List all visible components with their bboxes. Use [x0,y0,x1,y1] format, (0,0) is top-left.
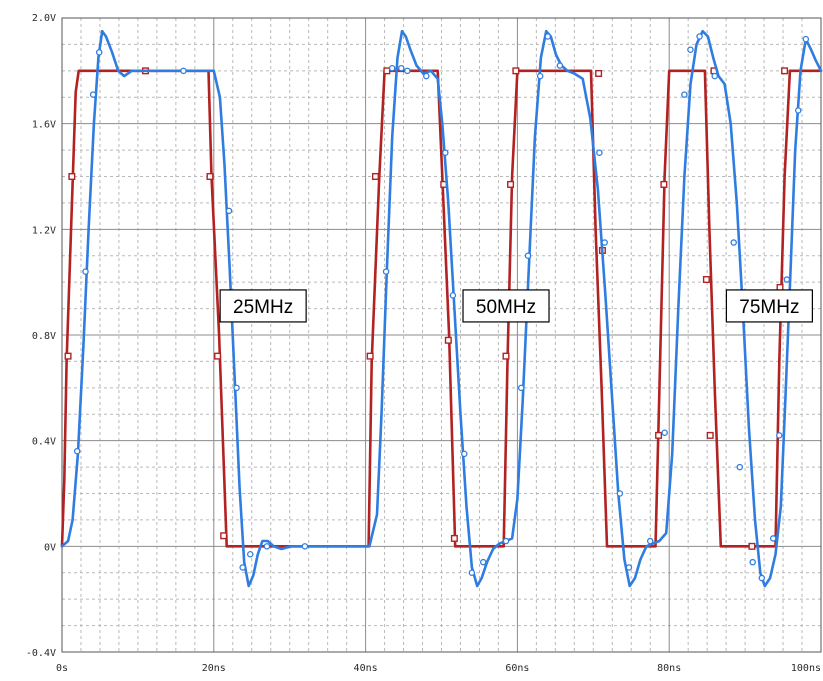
annotation-label: 75MHz [725,289,813,323]
series-marker [512,67,520,75]
series-marker [233,384,240,392]
series-marker [398,64,405,72]
series-marker [783,276,791,283]
annotation-box [219,289,307,323]
annotation-label: 50MHz [462,289,550,323]
y-tick-label: 1.2V [32,225,56,236]
series-marker [769,535,777,542]
y-tick-label: 0V [44,542,56,553]
series-marker [776,432,783,439]
series-marker [544,33,552,40]
series-marker [450,534,458,542]
series-marker [371,172,379,180]
series-marker [468,569,476,577]
series-marker [449,292,457,299]
annotation-box [462,289,550,323]
series-marker [802,35,810,43]
series-marker [595,69,603,77]
series-layer [60,29,823,588]
x-tick-label: 80ns [657,663,681,674]
series-marker [706,431,714,439]
series-marker [388,64,396,72]
series-marker [661,429,668,436]
series-marker [382,268,390,275]
series-marker [536,72,544,80]
annotation-box [725,289,813,323]
axis-tick-labels: 0s 20ns 40ns 60ns 80ns 100ns 2.0V 1.6V 1.2V 0.8V 0… [26,13,821,674]
series-marker [702,276,710,284]
y-tick-label: -0.4V [26,648,56,659]
annotation-label: 25MHz [219,289,307,323]
x-tick-label: 20ns [202,663,226,674]
series-marker [383,67,391,75]
series-marker [524,252,532,259]
series-marker [660,180,668,188]
series-marker [748,542,756,550]
y-tick-label: 0.4V [32,437,56,448]
series-line-0 [60,69,823,548]
series-marker [502,352,510,360]
series-marker [444,336,452,344]
series-marker [82,268,89,275]
y-tick-label: 2.0V [32,13,56,24]
series-marker [225,207,233,215]
series-marker [461,450,468,458]
annotation-text: 75MHz [739,297,799,318]
x-tick-label: 100ns [791,663,821,674]
series-marker [214,352,222,360]
series-marker [507,180,515,188]
plot-border [61,17,822,653]
series-marker [479,558,487,566]
series-marker [89,91,97,98]
series-marker [68,172,76,180]
series-marker [655,431,663,439]
series-marker [517,384,525,392]
series-marker [404,67,411,75]
y-tick-label: 1.6V [32,120,56,131]
series-1 [60,29,823,588]
x-tick-label: 60ns [505,663,529,674]
series-marker [601,239,608,246]
annotation-text: 50MHz [476,297,536,318]
series-marker [794,107,802,114]
series-marker [239,564,246,571]
series-marker [366,352,374,360]
series-marker [263,543,271,550]
series-line-1 [60,29,823,588]
series-marker [423,72,430,80]
series-marker [95,49,103,56]
series-marker [625,564,633,571]
series-marker [711,72,718,80]
series-marker [646,537,654,545]
series-marker [502,537,510,545]
series-marker [687,46,694,53]
x-tick-label: 0s [56,663,68,674]
series-marker [301,543,309,550]
annotations: 25MHz 50MHz 75MHz [219,289,813,323]
series-marker [736,463,744,471]
series-marker [730,239,737,246]
plot-frame [61,17,822,653]
series-marker [781,67,789,75]
series-marker [758,574,766,582]
series-marker [73,447,81,455]
series-marker [681,91,688,98]
series-marker [616,490,624,497]
series-marker [442,149,449,156]
series-marker [206,172,214,180]
annotation-text: 25MHz [233,297,293,318]
series-marker [556,62,564,69]
x-tick-label: 40ns [354,663,378,674]
series-marker [246,551,254,558]
series-marker [180,67,187,75]
series-marker [596,149,603,156]
series-marker [696,33,703,40]
series-marker [749,558,756,566]
y-tick-label: 0.8V [32,331,56,342]
series-0 [60,67,823,550]
series-marker [220,532,228,540]
series-marker [64,352,72,360]
